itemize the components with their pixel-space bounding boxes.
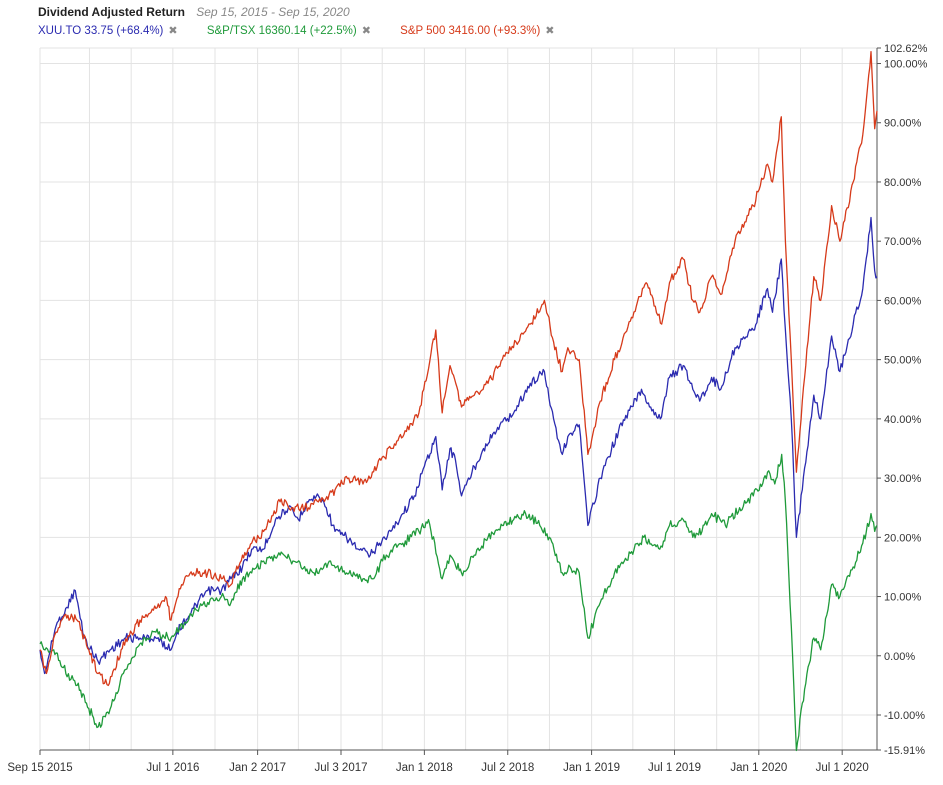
chart-header: Dividend Adjusted Return Sep 15, 2015 - …	[38, 4, 581, 37]
y-tick-label: 10.00%	[884, 592, 922, 604]
y-tick-label: 50.00%	[884, 355, 922, 367]
x-tick-label: Jul 1 2016	[146, 762, 199, 774]
legend-item-tsx: S&P/TSX 16360.14 (+22.5%) ✖	[207, 24, 371, 37]
y-tick-label: 100.00%	[884, 59, 928, 71]
title-row: Dividend Adjusted Return Sep 15, 2015 - …	[38, 4, 581, 20]
remove-xuu-icon[interactable]: ✖	[168, 25, 178, 37]
remove-sp500-icon[interactable]: ✖	[545, 25, 555, 37]
legend-label-xuu: XUU.TO 33.75 (+68.4%)	[38, 25, 164, 37]
legend: XUU.TO 33.75 (+68.4%) ✖ S&P/TSX 16360.14 …	[38, 24, 581, 37]
chart-title: Dividend Adjusted Return	[38, 5, 185, 19]
y-tick-label: 80.00%	[884, 177, 922, 189]
y-tick-label: 90.00%	[884, 118, 922, 130]
date-range: Sep 15, 2015 - Sep 15, 2020	[196, 5, 350, 19]
y-tick-label: 40.00%	[884, 414, 922, 426]
y-tick-label: 60.00%	[884, 295, 922, 307]
x-tick-label: Jan 1 2019	[563, 762, 620, 774]
y-tick-label: 70.00%	[884, 236, 922, 248]
series-line-xuu	[39, 216, 878, 675]
y-tick-label: 30.00%	[884, 473, 922, 485]
y-tick-label: 20.00%	[884, 532, 922, 544]
x-tick-label: Jul 3 2017	[314, 762, 367, 774]
remove-tsx-icon[interactable]: ✖	[361, 25, 371, 37]
legend-label-tsx: S&P/TSX 16360.14 (+22.5%)	[206, 25, 357, 37]
x-tick-label: Sep 15 2015	[7, 762, 72, 774]
series-line-tsx	[39, 453, 878, 752]
legend-label-sp500: S&P 500 3416.00 (+93.3%)	[400, 25, 541, 37]
y-tick-label: 102.62%	[884, 43, 928, 55]
y-tick-label: -10.00%	[884, 710, 925, 722]
y-tick-label: -15.91%	[884, 745, 925, 757]
x-tick-label: Jul 2 2018	[481, 762, 534, 774]
x-tick-label: Jan 2 2017	[229, 762, 286, 774]
x-tick-label: Jan 1 2020	[730, 762, 787, 774]
legend-item-xuu: XUU.TO 33.75 (+68.4%) ✖	[38, 24, 178, 37]
x-tick-label: Jul 1 2019	[648, 762, 701, 774]
x-tick-label: Jan 1 2018	[396, 762, 453, 774]
y-tick-label: 0.00%	[884, 651, 915, 663]
series-line-sp500	[39, 51, 878, 687]
x-tick-label: Jul 1 2020	[816, 762, 869, 774]
legend-item-sp500: S&P 500 3416.00 (+93.3%) ✖	[400, 24, 554, 37]
